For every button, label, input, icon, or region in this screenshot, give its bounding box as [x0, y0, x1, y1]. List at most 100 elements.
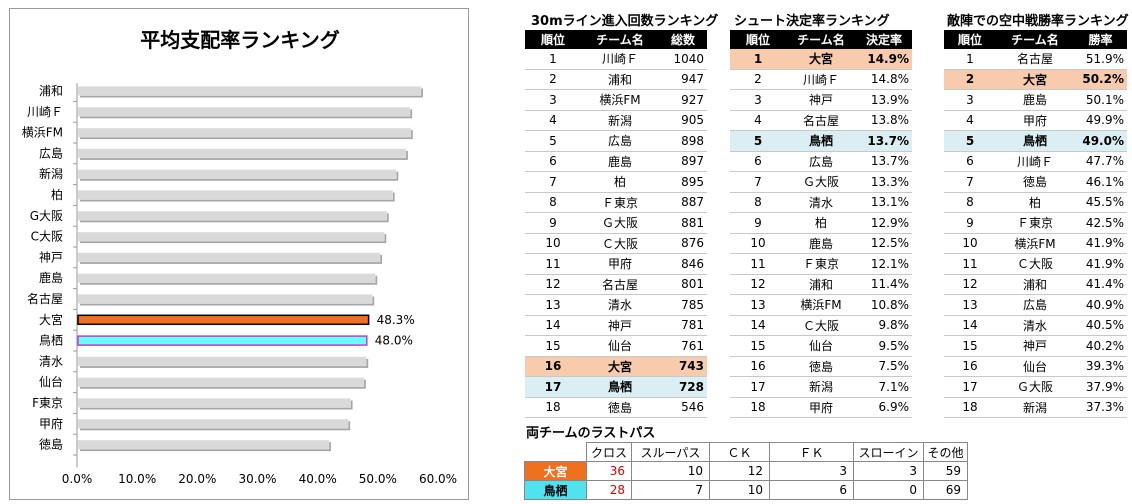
rank-cell: 4 — [730, 110, 786, 131]
ranking-row: 9 柏 12.9% — [730, 212, 912, 234]
value-cell: 42.5% — [1074, 212, 1127, 234]
x-tick-label: 20.0% — [178, 472, 216, 486]
bar-清水 — [77, 356, 367, 367]
rank-cell: 4 — [525, 110, 581, 131]
value-cell: 40.5% — [1074, 315, 1127, 336]
category-label: 仙台 — [39, 374, 63, 389]
team-cell: 大宮 — [996, 69, 1074, 90]
rank-cell: 8 — [730, 192, 786, 213]
ranking-row: 3 神戸 13.9% — [730, 89, 912, 111]
team-cell: 浦和 — [581, 69, 659, 90]
col-header-rank: 順位 — [525, 30, 581, 49]
team-cell: 甲府 — [581, 253, 659, 275]
team-cell: 新潟 — [996, 397, 1074, 418]
value-cell: 37.3% — [1074, 397, 1127, 418]
ranking-row: 5 鳥栖 13.7% — [730, 130, 912, 152]
category-label: 名古屋 — [27, 291, 63, 306]
value-cell: 13.1% — [856, 192, 912, 213]
team-cell: Ｇ大阪 — [581, 212, 659, 234]
value-cell: 41.9% — [1074, 233, 1127, 254]
x-tick-label: 0.0% — [62, 472, 93, 486]
team-cell: 神戸 — [786, 89, 856, 111]
value-cell: 7.1% — [856, 376, 912, 398]
shot-conversion-title: シュート決定率ランキング — [734, 14, 890, 29]
team-cell: 広島 — [581, 130, 659, 152]
team-cell: 新潟 — [786, 376, 856, 398]
ranking-row: 16 仙台 39.3% — [944, 356, 1127, 377]
value-cell: 49.9% — [1074, 110, 1127, 131]
ranking-row: 2 川崎Ｆ 14.8% — [730, 69, 912, 90]
ranking-row: 15 神戸 40.2% — [944, 335, 1127, 357]
rank-cell: 6 — [944, 151, 996, 172]
bar-神戸 — [77, 252, 381, 263]
rank-cell: 14 — [525, 315, 581, 336]
rank-cell: 2 — [730, 69, 786, 90]
col-header-team: チーム名 — [581, 30, 659, 49]
aerial-duel-title: 敵陣での空中戦勝率ランキング — [947, 14, 1129, 29]
rank-cell: 10 — [944, 233, 996, 254]
value-cell: 728 — [659, 376, 707, 398]
team-cell: 横浜FM — [996, 233, 1074, 254]
team-cell: 甲府 — [996, 110, 1074, 131]
ranking-row: 15 仙台 761 — [525, 335, 707, 357]
value-cell: 743 — [659, 356, 707, 377]
rank-cell: 14 — [730, 315, 786, 336]
team-cell: 広島 — [786, 151, 856, 172]
team-cell: 横浜FM — [581, 89, 659, 111]
ranking-row: 9 Ｇ大阪 881 — [525, 212, 707, 234]
team-cell: 鳥栖 — [581, 376, 659, 398]
value-cell: 59 — [923, 461, 968, 481]
lp-header-other: その他 — [923, 442, 968, 462]
category-label: 大宮 — [39, 312, 63, 327]
value-cell: 927 — [659, 89, 707, 111]
last-pass-table: クロス スルーパス ＣＫ ＦＫ スローイン その他 大宮 36 10 12 3 … — [524, 442, 968, 500]
rank-cell: 15 — [525, 335, 581, 357]
team-cell: Ｇ大阪 — [786, 171, 856, 193]
team-cell: 大宮 — [524, 461, 587, 481]
team-cell: 仙台 — [581, 335, 659, 357]
ranking-row: 13 横浜FM 10.8% — [730, 294, 912, 316]
bar-C大阪 — [77, 231, 385, 242]
lp-header-cross: クロス — [586, 442, 632, 462]
rank-cell: 5 — [944, 130, 996, 152]
value-cell: 14.8% — [856, 69, 912, 90]
rank-cell: 4 — [944, 110, 996, 131]
ranking-row: 10 Ｃ大阪 876 — [525, 233, 707, 254]
value-cell: 51.9% — [1074, 49, 1127, 70]
value-cell: 7.5% — [856, 356, 912, 377]
data-label: 48.3% — [377, 313, 415, 327]
value-cell: 36 — [586, 461, 632, 481]
col-header-rate: 勝率 — [1074, 30, 1127, 49]
team-cell: 神戸 — [581, 315, 659, 336]
rank-cell: 7 — [944, 171, 996, 193]
rank-cell: 11 — [944, 253, 996, 275]
ranking-row: 14 Ｃ大阪 9.8% — [730, 315, 912, 336]
category-label: 甲府 — [39, 416, 63, 431]
value-cell: 12.5% — [856, 233, 912, 254]
col-header-total: 総数 — [659, 30, 707, 49]
ranking-row: 11 Ｆ東京 12.1% — [730, 253, 912, 275]
ranking-row: 10 鹿島 12.5% — [730, 233, 912, 254]
team-cell: 柏 — [996, 192, 1074, 213]
ranking-row: 4 名古屋 13.8% — [730, 110, 912, 131]
value-cell: 39.3% — [1074, 356, 1127, 377]
rank-cell: 5 — [730, 130, 786, 152]
rank-cell: 15 — [944, 335, 996, 357]
team-cell: Ｃ大阪 — [786, 315, 856, 336]
category-label: 清水 — [39, 354, 63, 368]
rank-cell: 7 — [730, 171, 786, 193]
team-cell: 仙台 — [996, 356, 1074, 377]
value-cell: 40.2% — [1074, 335, 1127, 357]
ranking-row: 8 清水 13.1% — [730, 192, 912, 213]
rank-cell: 5 — [525, 130, 581, 152]
team-cell: 清水 — [996, 315, 1074, 336]
bar-川崎Ｆ — [77, 107, 411, 117]
team-cell: 広島 — [996, 294, 1074, 316]
shot-conversion-table: 順位 チーム名 決定率 1 大宮 14.9% 2 川崎Ｆ 14.8% 3 神戸 13.9% 4 名古… — [730, 30, 912, 418]
team-cell: 鳥栖 — [524, 480, 587, 500]
rank-cell: 17 — [944, 376, 996, 398]
value-cell: 14.9% — [856, 49, 912, 70]
team-cell: 鹿島 — [996, 89, 1074, 111]
category-label: 川崎Ｆ — [27, 105, 63, 119]
ranking-row: 16 大宮 743 — [525, 356, 707, 377]
